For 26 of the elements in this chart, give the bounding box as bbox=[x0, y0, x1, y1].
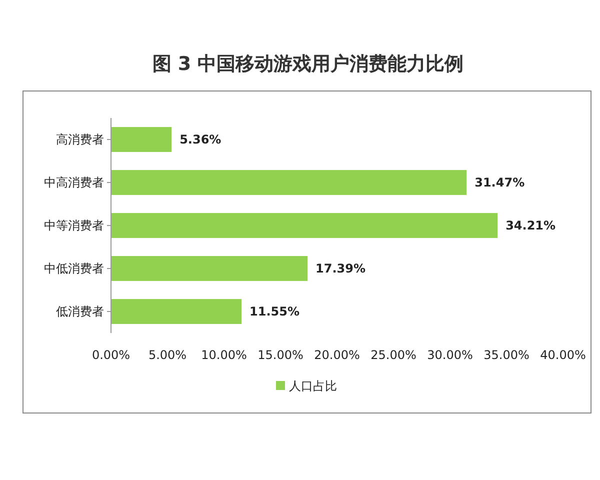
x-tick-label: 20.00% bbox=[314, 348, 360, 362]
x-tick-label: 30.00% bbox=[427, 348, 473, 362]
text: 17.39% bbox=[316, 262, 366, 276]
y-tick-label: 中等消费者 bbox=[44, 218, 104, 233]
y-tick-label: 低消费者 bbox=[56, 304, 104, 319]
bar bbox=[111, 127, 172, 152]
bar bbox=[111, 256, 308, 281]
x-tick-label: 25.00% bbox=[370, 348, 416, 362]
bar bbox=[111, 213, 498, 238]
text: 31.47% bbox=[474, 176, 525, 190]
y-tick-label: 高消费者 bbox=[56, 132, 104, 147]
y-tick-label: 中高消费者 bbox=[44, 176, 104, 190]
legend-label: 人口占比 bbox=[289, 379, 337, 394]
x-tick-label: 15.00% bbox=[258, 348, 304, 362]
text: 34.21% bbox=[506, 218, 556, 233]
text: 5.36% bbox=[180, 132, 222, 147]
x-tick-label: 35.00% bbox=[484, 348, 530, 362]
chart-title: 图 3 中国移动游戏用户消费能力比例 bbox=[152, 53, 464, 75]
bar bbox=[111, 299, 242, 324]
x-tick-label: 10.00% bbox=[201, 348, 247, 362]
x-tick-label: 0.00% bbox=[92, 348, 130, 362]
bar bbox=[111, 170, 467, 195]
y-tick-label: 中低消费者 bbox=[44, 262, 104, 276]
x-tick-label: 40.00% bbox=[540, 348, 586, 362]
text: 11.55% bbox=[250, 304, 300, 319]
x-tick-label: 5.00% bbox=[148, 348, 187, 362]
